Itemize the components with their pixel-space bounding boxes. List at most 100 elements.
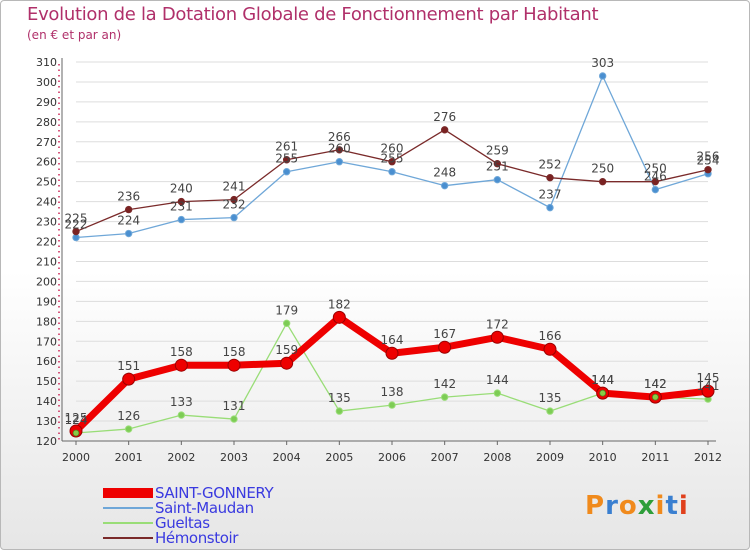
point-saint-gonnery-2005 xyxy=(332,310,346,324)
x-tick-label-2011: 2011 xyxy=(641,451,669,464)
data-label-saint-maudan-2002: 231 xyxy=(170,200,193,214)
point-gueltas-2002 xyxy=(177,411,186,419)
data-label-gueltas-2009: 135 xyxy=(539,391,562,405)
data-label-h-monstoir-2011: 250 xyxy=(644,162,667,176)
y-tick-label-240: 240 xyxy=(36,196,57,209)
point-h-monstoir-2008 xyxy=(493,160,502,168)
x-tick-label-2007: 2007 xyxy=(431,451,459,464)
data-label-h-monstoir-2009: 252 xyxy=(539,158,562,172)
point-h-monstoir-2006 xyxy=(388,158,396,166)
x-tick-label-2010: 2010 xyxy=(589,451,617,464)
x-tick-label-2012: 2012 xyxy=(694,451,722,464)
point-saint-maudan-2009 xyxy=(546,203,554,212)
point-h-monstoir-2001 xyxy=(124,205,133,214)
data-label-h-monstoir-2001: 236 xyxy=(117,190,140,204)
data-label-saint-gonnery-2000: 125 xyxy=(65,411,88,425)
data-label-saint-gonnery-2012: 145 xyxy=(697,371,720,385)
data-label-gueltas-2005: 135 xyxy=(328,391,351,405)
data-label-h-monstoir-2010: 250 xyxy=(591,162,614,176)
point-saint-maudan-2001 xyxy=(124,229,133,238)
point-gueltas-overlay-2011 xyxy=(651,393,659,401)
data-label-gueltas-2012: 141 xyxy=(697,379,720,393)
y-tick-label-300: 300 xyxy=(36,76,57,89)
point-h-monstoir-2011 xyxy=(651,177,660,186)
point-h-monstoir-2009 xyxy=(546,173,554,182)
point-saint-maudan-2003 xyxy=(230,213,238,222)
point-gueltas-2006 xyxy=(388,401,396,409)
data-label-saint-gonnery-2003: 158 xyxy=(223,345,246,359)
x-tick-label-2008: 2008 xyxy=(483,451,511,464)
data-label-saint-gonnery-2005: 182 xyxy=(328,297,351,311)
data-label-h-monstoir-2012: 256 xyxy=(697,150,720,164)
point-saint-maudan-2006 xyxy=(388,168,396,176)
data-label-gueltas-2008: 144 xyxy=(486,373,509,387)
data-label-gueltas-2003: 131 xyxy=(223,399,246,413)
point-saint-maudan-2004 xyxy=(282,168,291,176)
point-gueltas-2004 xyxy=(282,319,291,328)
y-tick-label-200: 200 xyxy=(36,275,57,288)
point-h-monstoir-2003 xyxy=(230,195,238,204)
legend-swatch-saint-maudan xyxy=(103,507,153,509)
data-label-saint-maudan-2010: 303 xyxy=(591,56,614,70)
y-tick-label-170: 170 xyxy=(36,335,57,348)
point-h-monstoir-2000 xyxy=(72,227,80,236)
data-label-saint-maudan-2001: 224 xyxy=(117,214,140,228)
data-label-saint-maudan-2004: 255 xyxy=(275,152,298,166)
point-saint-maudan-2000 xyxy=(72,233,80,242)
data-label-saint-maudan-2008: 251 xyxy=(486,160,509,174)
chart-subtitle: (en € et par an) xyxy=(27,28,122,42)
point-gueltas-2003 xyxy=(230,415,238,423)
y-tick-label-160: 160 xyxy=(36,355,57,368)
data-label-gueltas-2001: 126 xyxy=(117,409,140,423)
point-h-monstoir-2010 xyxy=(598,177,607,186)
point-gueltas-overlay-2000 xyxy=(72,429,80,437)
point-gueltas-2001 xyxy=(124,425,133,433)
point-gueltas-2007 xyxy=(440,393,449,401)
data-label-saint-gonnery-2008: 172 xyxy=(486,317,509,331)
point-saint-maudan-2011 xyxy=(651,185,660,194)
data-label-saint-maudan-2012: 254 xyxy=(697,154,720,168)
point-saint-maudan-2005 xyxy=(335,158,344,166)
data-label-gueltas-2004: 179 xyxy=(275,303,298,317)
data-label-gueltas-2000: 124 xyxy=(65,413,88,427)
legend-swatch-gueltas xyxy=(103,522,153,524)
x-tick-label-2002: 2002 xyxy=(167,451,195,464)
point-saint-gonnery-2009 xyxy=(543,342,557,356)
x-tick-label-2006: 2006 xyxy=(378,451,406,464)
data-label-h-monstoir-2002: 240 xyxy=(170,182,193,196)
y-tick-label-130: 130 xyxy=(36,415,57,428)
point-h-monstoir-2004 xyxy=(282,156,291,164)
x-tick-label-2003: 2003 xyxy=(220,451,248,464)
data-label-saint-gonnery-2002: 158 xyxy=(170,345,193,359)
legend-label-saint-maudan: Saint-Maudan xyxy=(155,499,254,517)
legend-swatch-h-monstoir xyxy=(103,537,153,539)
y-tick-label-290: 290 xyxy=(36,96,57,109)
legend-label-saint-gonnery: SAINT-GONNERY xyxy=(155,484,274,502)
data-label-saint-gonnery-2010: 144 xyxy=(591,373,614,387)
point-saint-gonnery-2008 xyxy=(490,330,504,344)
data-label-saint-gonnery-2004: 159 xyxy=(275,343,298,357)
x-tick-label-2000: 2000 xyxy=(62,451,90,464)
y-tick-label-180: 180 xyxy=(36,315,57,328)
data-label-saint-maudan-2007: 248 xyxy=(433,166,456,180)
point-saint-gonnery-2006 xyxy=(385,346,399,360)
data-label-saint-gonnery-2011: 142 xyxy=(644,377,667,391)
y-tick-label-280: 280 xyxy=(36,116,57,129)
data-label-h-monstoir-2006: 260 xyxy=(381,142,404,156)
x-tick-label-2005: 2005 xyxy=(325,451,353,464)
legend-swatch-saint-gonnery xyxy=(103,488,153,498)
y-tick-label-150: 150 xyxy=(36,375,57,388)
proxiti-logo: Proxiti xyxy=(585,491,689,521)
point-gueltas-2009 xyxy=(546,407,554,415)
y-tick-label-230: 230 xyxy=(36,216,57,229)
data-label-saint-maudan-2011: 246 xyxy=(644,170,667,184)
data-label-h-monstoir-2005: 266 xyxy=(328,130,351,144)
point-saint-gonnery-2002 xyxy=(174,358,188,372)
point-saint-gonnery-2004 xyxy=(280,356,294,370)
point-saint-gonnery-2012 xyxy=(701,384,715,398)
y-tick-label-260: 260 xyxy=(36,156,57,169)
data-label-h-monstoir-2008: 259 xyxy=(486,144,509,158)
data-label-saint-gonnery-2007: 167 xyxy=(433,327,456,341)
point-saint-gonnery-2007 xyxy=(438,340,452,354)
